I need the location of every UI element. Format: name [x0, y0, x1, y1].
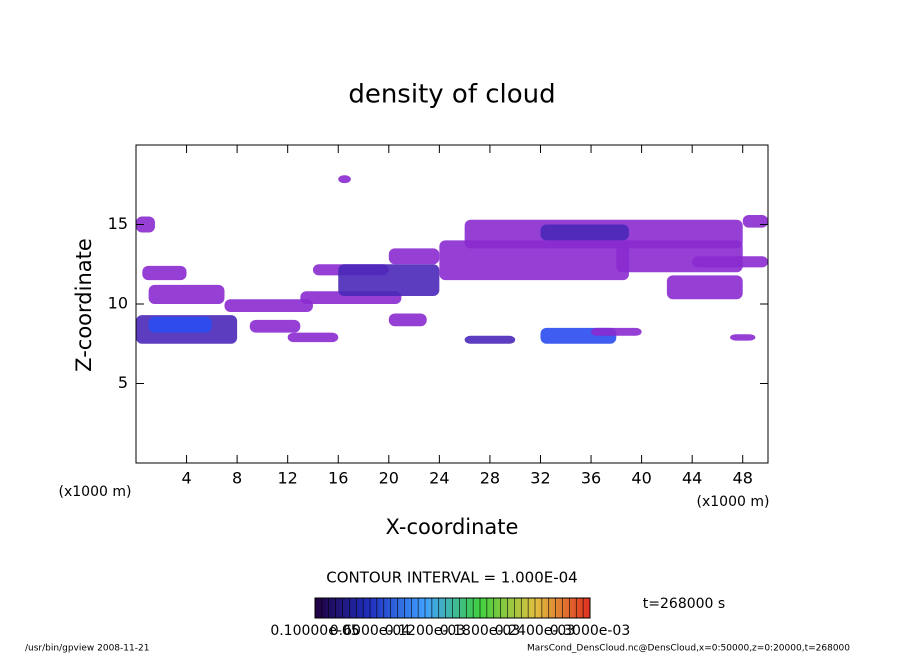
colorbar-label: 0.1800e-03: [440, 623, 520, 639]
contour-interval: CONTOUR INTERVAL = 1.000E-04: [326, 569, 577, 587]
x-tick-label: 32: [530, 469, 550, 488]
cloud-patch: [338, 175, 351, 184]
colorbar-label: 0.2400e-03: [495, 623, 575, 639]
cloud-patch: [148, 316, 212, 333]
colorbar-label: 0.1200e-03: [385, 623, 465, 639]
x-tick-label: 12: [278, 469, 298, 488]
y-tick-label: 10: [108, 294, 128, 313]
cloud-patch: [666, 275, 743, 300]
cloud-patch: [142, 265, 187, 281]
x-tick-label: 48: [733, 469, 753, 488]
y-axis-label: Z-coordinate: [72, 238, 96, 372]
x-tick-label: 24: [429, 469, 449, 488]
colorbar-label: 0.6000e-04: [330, 623, 411, 639]
cloud-patch: [287, 332, 339, 343]
footer-left: /usr/bin/gpview 2008-11-21: [25, 644, 149, 654]
x-tick-label: 20: [379, 469, 399, 488]
cloud-patch: [388, 248, 440, 265]
cloud-patch: [591, 327, 642, 336]
cloud-patch: [388, 313, 427, 327]
x-unit-label: (x1000 m): [697, 494, 770, 510]
cloud-patch: [464, 335, 516, 344]
x-tick-label: 44: [682, 469, 702, 488]
cloud-patch: [742, 214, 768, 228]
colorbar-label: 0.10000e-05: [270, 623, 359, 639]
x-tick-label: 16: [328, 469, 348, 488]
chart-title: density of cloud: [348, 80, 555, 110]
cloud-patch: [249, 319, 301, 333]
cloud-patch: [439, 240, 629, 281]
y-tick-label: 15: [108, 214, 128, 233]
x-tick-label: 40: [631, 469, 651, 488]
cloud-patch: [148, 284, 225, 304]
cloud-patch: [224, 299, 313, 312]
x-tick-label: 28: [480, 469, 500, 488]
cloud-patch: [338, 264, 440, 297]
x-unit-label: (x1000 m): [59, 484, 132, 500]
cloud-patch: [730, 334, 756, 341]
x-tick-label: 8: [232, 469, 242, 488]
y-tick-label: 5: [118, 373, 128, 392]
cloud-patch: [540, 224, 629, 241]
x-tick-label: 4: [181, 469, 191, 488]
cloud-patch: [692, 256, 768, 268]
x-tick-label: 36: [581, 469, 601, 488]
cloud-patch: [136, 216, 155, 233]
time-label: t=268000 s: [643, 596, 725, 612]
x-axis-label: X-coordinate: [386, 515, 519, 539]
colorbar-label: 0.3000e-03: [550, 623, 630, 639]
footer-right: MarsCond_DensCloud.nc@DensCloud,x=0:5000…: [527, 644, 850, 654]
